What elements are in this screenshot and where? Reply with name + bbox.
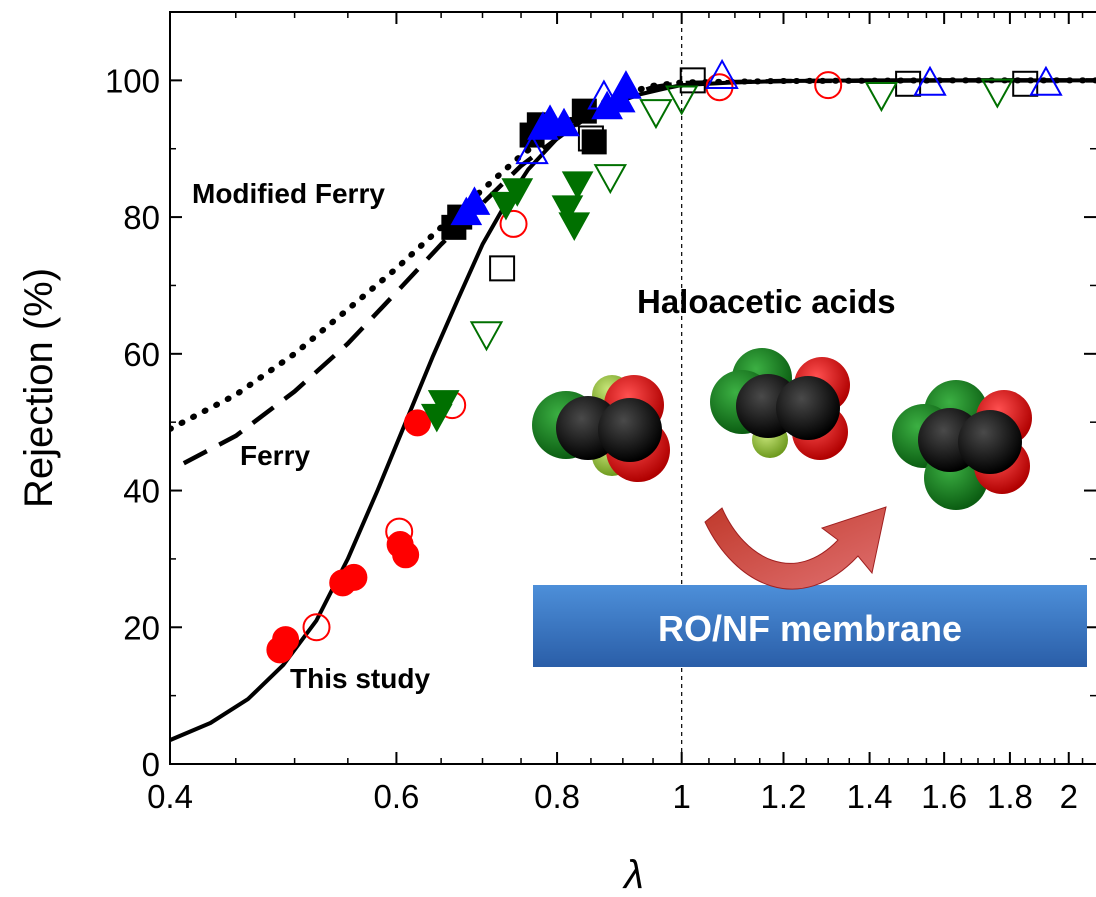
marker-triangle-down-filled [558, 212, 591, 241]
marker-triangle-up-filled [610, 70, 642, 99]
x-tick-label: 1.8 [987, 778, 1033, 815]
plot-frame [169, 11, 1096, 765]
marker-triangle-up-open [587, 79, 621, 110]
marker-circle-open [385, 517, 414, 546]
marker-triangle-down-filled [501, 178, 534, 207]
y-tick-label: 20 [123, 609, 160, 646]
marker-triangle-up-open [515, 134, 549, 165]
y-tick-label: 80 [123, 199, 160, 236]
y-axis-title: Rejection (%) [17, 268, 61, 508]
marker-square-open [1012, 70, 1039, 97]
x-tick-label: 0.8 [534, 778, 580, 815]
x-tick-label: 1.6 [921, 778, 967, 815]
marker-triangle-up-filled [548, 107, 580, 137]
x-tick-label: 0.4 [147, 778, 193, 815]
x-tick-label: 1 [673, 778, 691, 815]
x-tick-label: 1.4 [847, 778, 893, 815]
marker-triangle-down-open [864, 82, 899, 113]
marker-circle-filled [340, 563, 368, 591]
marker-triangle-down-open [980, 78, 1015, 109]
marker-circle-open [499, 209, 528, 238]
marker-triangle-down-open [593, 164, 627, 195]
marker-circle-filled [403, 409, 431, 437]
data-markers [266, 58, 1063, 664]
marker-triangle-down-open [639, 99, 673, 130]
molecule-2-icon [710, 348, 850, 460]
ferry-label: Ferry [240, 440, 310, 471]
marker-triangle-up-open [1029, 65, 1063, 96]
membrane-label: RO/NF membrane [658, 608, 962, 649]
marker-triangle-up-open [913, 65, 947, 96]
y-tick-label: 0 [142, 746, 160, 783]
modified-ferry-label: Modified Ferry [192, 178, 385, 209]
y-tick-label: 40 [123, 473, 160, 510]
molecule-1-icon [532, 375, 670, 482]
marker-square-open [489, 255, 516, 282]
marker-triangle-down-filled [561, 171, 594, 200]
marker-triangle-down-open [469, 321, 504, 352]
curved-arrow-icon [704, 506, 887, 590]
membrane-bar [533, 585, 1087, 667]
marker-triangle-up-filled [458, 186, 491, 215]
molecule-3-icon [892, 380, 1032, 510]
haloacetic-acids-label: Haloacetic acids [637, 283, 896, 320]
marker-triangle-up-open [705, 58, 739, 89]
marker-circle-filled [272, 626, 300, 654]
marker-circle-open [814, 71, 843, 100]
x-tick-label: 1.2 [761, 778, 807, 815]
x-tick-label: 0.6 [373, 778, 419, 815]
x-tick-label: 2 [1060, 778, 1078, 815]
marker-triangle-down-filled [551, 195, 584, 224]
y-tick-label: 100 [105, 62, 160, 99]
marker-square-open [577, 125, 604, 152]
x-axis-title: λ [622, 853, 644, 897]
this-study-label: This study [290, 663, 430, 694]
marker-circle-open [302, 613, 331, 642]
y-tick-label: 60 [123, 336, 160, 373]
marker-triangle-down-open [664, 85, 699, 116]
marker-triangle-down-filled [427, 390, 460, 419]
